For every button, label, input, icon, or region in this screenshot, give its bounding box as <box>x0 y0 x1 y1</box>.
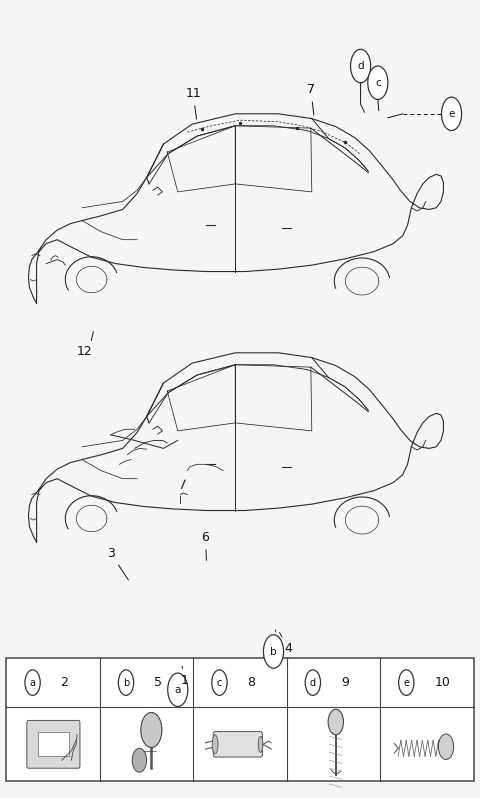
Text: 12: 12 <box>77 345 92 358</box>
Circle shape <box>328 709 344 735</box>
Text: 4: 4 <box>279 633 292 655</box>
Circle shape <box>132 749 146 772</box>
Text: 1: 1 <box>181 666 189 687</box>
Text: 8: 8 <box>248 676 255 689</box>
Circle shape <box>141 713 162 748</box>
Circle shape <box>168 673 188 706</box>
FancyBboxPatch shape <box>213 732 263 757</box>
Text: c: c <box>217 678 222 688</box>
Text: a: a <box>175 685 181 695</box>
Text: d: d <box>310 678 316 688</box>
Circle shape <box>212 670 227 695</box>
Text: 6: 6 <box>202 531 209 560</box>
Circle shape <box>368 66 388 100</box>
Text: 3: 3 <box>107 547 128 580</box>
Text: a: a <box>30 678 36 688</box>
Ellipse shape <box>258 737 263 753</box>
Text: 11: 11 <box>185 87 201 119</box>
Text: c: c <box>375 77 381 88</box>
Circle shape <box>442 97 462 131</box>
Circle shape <box>398 670 414 695</box>
Text: 10: 10 <box>434 676 450 689</box>
Circle shape <box>350 49 371 83</box>
FancyBboxPatch shape <box>6 658 474 781</box>
Circle shape <box>305 670 321 695</box>
Ellipse shape <box>212 735 218 754</box>
Text: b: b <box>123 678 129 688</box>
Circle shape <box>119 670 133 695</box>
FancyBboxPatch shape <box>27 721 80 768</box>
Text: d: d <box>357 61 364 71</box>
Text: 5: 5 <box>154 676 162 689</box>
FancyBboxPatch shape <box>38 733 69 757</box>
Text: e: e <box>403 678 409 688</box>
Text: 2: 2 <box>60 676 69 689</box>
Circle shape <box>438 734 454 760</box>
Text: b: b <box>270 646 277 657</box>
Text: e: e <box>448 109 455 119</box>
Circle shape <box>25 670 40 695</box>
Text: 7: 7 <box>307 83 315 115</box>
Text: 9: 9 <box>341 676 349 689</box>
Circle shape <box>264 634 284 668</box>
